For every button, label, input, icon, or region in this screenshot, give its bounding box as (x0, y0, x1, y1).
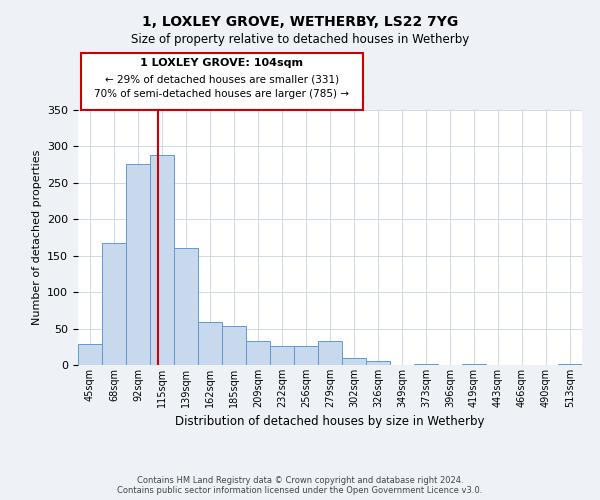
Bar (294, 346, 318, 365)
Bar (246, 341, 270, 365)
Bar (342, 358, 366, 365)
Text: 1, LOXLEY GROVE, WETHERBY, LS22 7YG: 1, LOXLEY GROVE, WETHERBY, LS22 7YG (142, 15, 458, 29)
Text: 70% of semi-detached houses are larger (785) →: 70% of semi-detached houses are larger (… (95, 89, 349, 99)
Text: 1 LOXLEY GROVE: 104sqm: 1 LOXLEY GROVE: 104sqm (140, 58, 304, 68)
Bar (102, 242, 126, 365)
Text: Size of property relative to detached houses in Wetherby: Size of property relative to detached ho… (131, 32, 469, 46)
Text: Contains HM Land Registry data © Crown copyright and database right 2024.: Contains HM Land Registry data © Crown c… (137, 476, 463, 485)
Bar (270, 346, 294, 365)
Y-axis label: Number of detached properties: Number of detached properties (32, 150, 41, 325)
Bar (318, 341, 342, 365)
Bar (462, 364, 486, 365)
Bar (150, 155, 174, 365)
Bar (222, 326, 246, 365)
X-axis label: Distribution of detached houses by size in Wetherby: Distribution of detached houses by size … (175, 416, 485, 428)
Bar (126, 164, 150, 365)
Text: Contains public sector information licensed under the Open Government Licence v3: Contains public sector information licen… (118, 486, 482, 495)
Text: ← 29% of detached houses are smaller (331): ← 29% of detached houses are smaller (33… (105, 74, 339, 84)
Bar (366, 362, 390, 365)
Bar (198, 322, 222, 365)
Bar (174, 248, 198, 365)
Bar (414, 364, 438, 365)
Bar (78, 344, 102, 365)
Bar (558, 364, 582, 365)
